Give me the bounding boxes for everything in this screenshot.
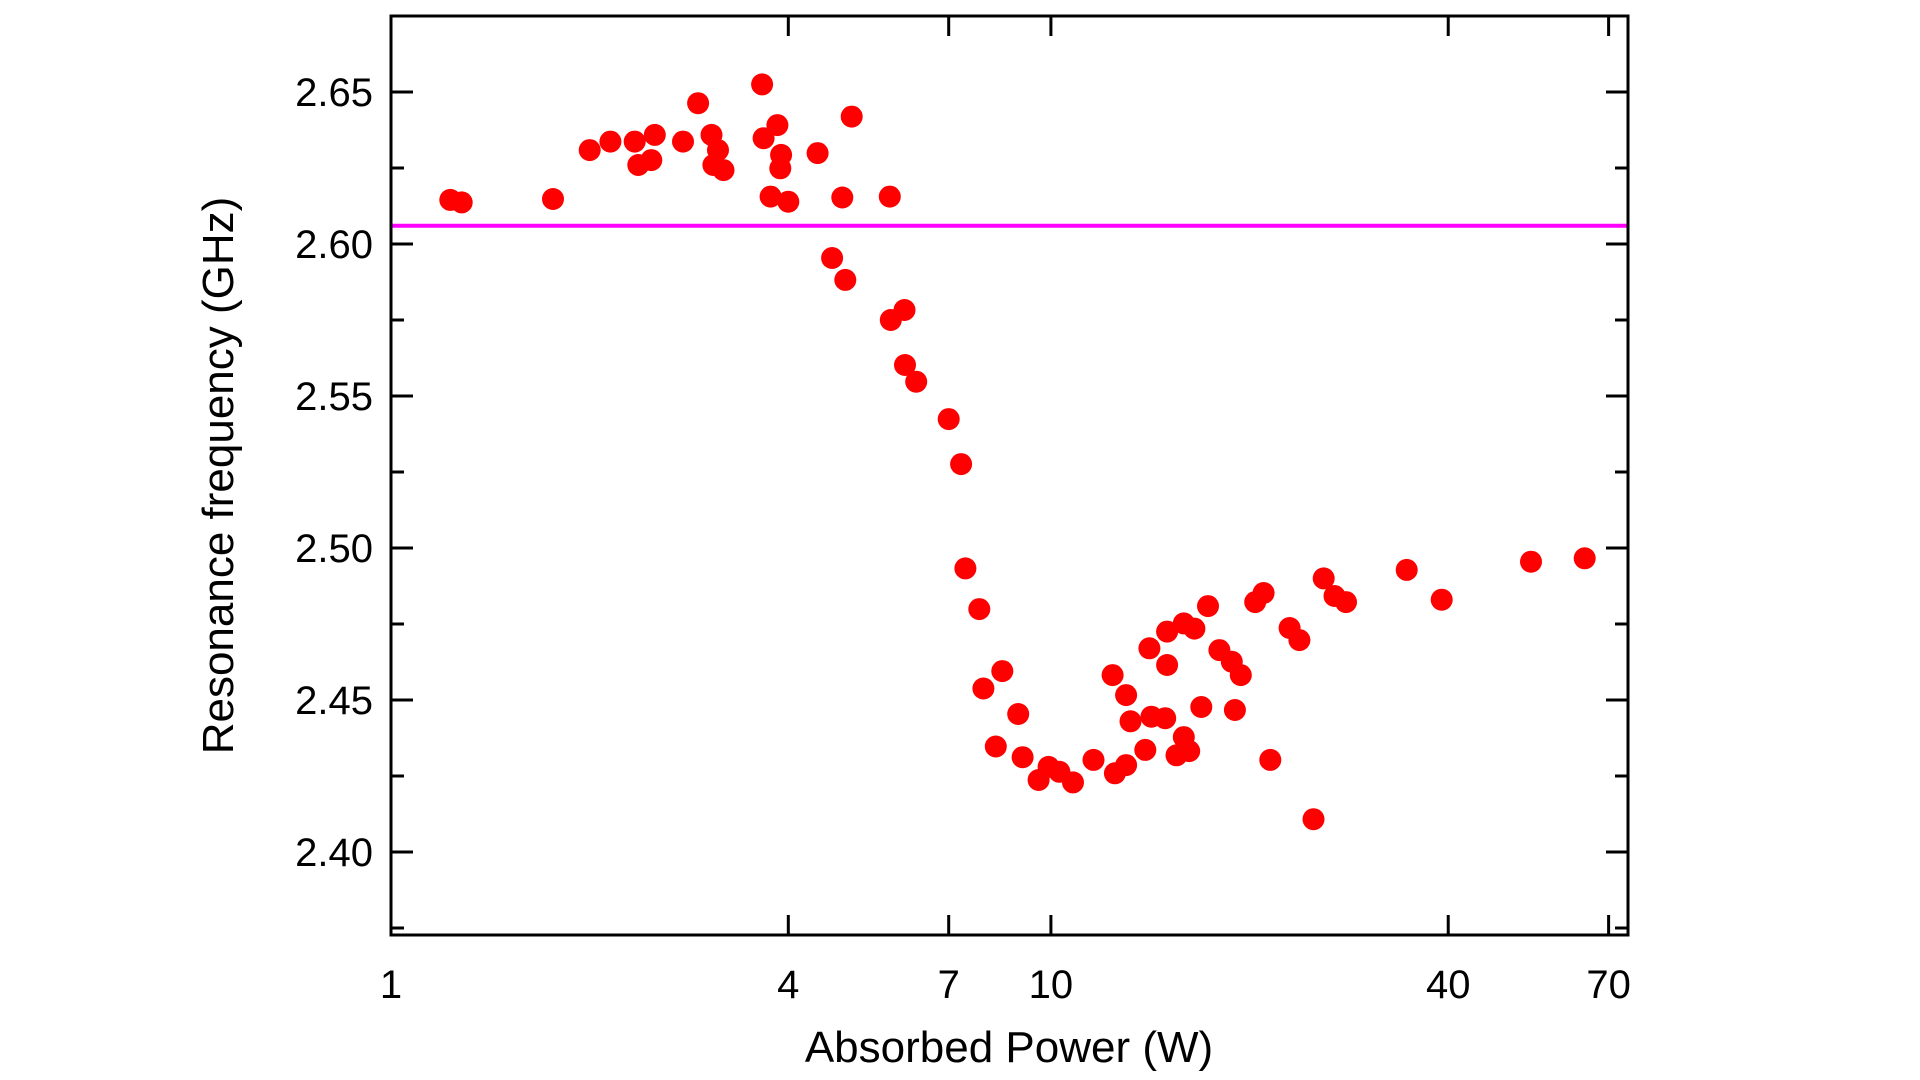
data-point bbox=[1119, 710, 1142, 733]
data-point bbox=[1573, 547, 1596, 570]
data-point bbox=[878, 185, 901, 208]
chart-dynamic-layer: 1 4 7 10 40 70 2.40 2.45 2.50 2.55 2.60 2.65 bbox=[295, 14, 1631, 1007]
data-point bbox=[1115, 754, 1138, 777]
data-point bbox=[712, 159, 735, 182]
data-point bbox=[1190, 696, 1213, 718]
data-point bbox=[1229, 664, 1252, 687]
data-point bbox=[984, 735, 1007, 758]
data-point bbox=[1138, 637, 1161, 660]
x-tick-label: 7 bbox=[938, 963, 960, 1007]
data-point bbox=[937, 408, 960, 431]
y-tick-label: 2.60 bbox=[295, 223, 373, 267]
data-point bbox=[640, 149, 663, 172]
data-point bbox=[766, 114, 789, 137]
data-point bbox=[893, 299, 916, 321]
data-point bbox=[450, 191, 473, 214]
data-point bbox=[1395, 558, 1418, 581]
data-point bbox=[578, 139, 601, 162]
data-point bbox=[777, 190, 800, 213]
x-tick-label: 10 bbox=[1029, 963, 1074, 1007]
data-point bbox=[831, 186, 854, 209]
data-point bbox=[1335, 591, 1357, 614]
data-point bbox=[968, 598, 991, 621]
data-point bbox=[687, 92, 710, 115]
x-tick-label: 4 bbox=[777, 963, 799, 1007]
data-point bbox=[1223, 699, 1246, 721]
data-point bbox=[1007, 703, 1030, 725]
data-point bbox=[623, 130, 646, 153]
data-point bbox=[1101, 664, 1124, 687]
data-point bbox=[1156, 620, 1179, 643]
data-point bbox=[1178, 740, 1201, 763]
data-point bbox=[1288, 629, 1311, 652]
y-tick-label: 2.40 bbox=[295, 831, 373, 875]
x-tick-label: 40 bbox=[1426, 963, 1471, 1007]
x-axis-title: Absorbed Power (W) bbox=[805, 1023, 1213, 1072]
data-point bbox=[1062, 771, 1084, 794]
y-axis-title: Resonance frequency (GHz) bbox=[194, 197, 243, 755]
data-point bbox=[1302, 808, 1325, 831]
data-point bbox=[806, 142, 829, 165]
data-point bbox=[1115, 684, 1138, 707]
data-point bbox=[1183, 617, 1206, 640]
data-point bbox=[972, 677, 995, 700]
data-point bbox=[1154, 707, 1177, 730]
x-tick-label: 70 bbox=[1586, 963, 1631, 1007]
y-tick-label: 2.55 bbox=[295, 375, 373, 419]
data-point bbox=[1430, 588, 1453, 611]
data-point bbox=[905, 370, 928, 393]
data-point bbox=[1011, 746, 1034, 769]
data-point bbox=[840, 105, 863, 128]
data-point bbox=[707, 139, 729, 162]
data-point bbox=[599, 130, 622, 153]
data-point bbox=[834, 268, 857, 291]
data-point bbox=[1259, 748, 1282, 771]
data-point bbox=[672, 130, 694, 153]
x-tick-label: 1 bbox=[380, 963, 402, 1007]
data-point bbox=[1156, 654, 1179, 676]
data-point bbox=[954, 557, 977, 580]
y-tick-label: 2.50 bbox=[295, 527, 373, 571]
data-point bbox=[542, 188, 564, 210]
data-point bbox=[1252, 582, 1275, 604]
data-point bbox=[643, 123, 666, 146]
y-tick-label: 2.45 bbox=[295, 679, 373, 723]
data-point bbox=[1520, 550, 1542, 573]
data-point bbox=[770, 143, 793, 166]
y-tick-label: 2.65 bbox=[295, 71, 373, 115]
data-point bbox=[1082, 748, 1105, 771]
data-point bbox=[950, 453, 973, 476]
data-point bbox=[1312, 567, 1335, 590]
data-point bbox=[894, 354, 916, 376]
data-point bbox=[759, 185, 782, 208]
data-point bbox=[821, 247, 844, 269]
plot-border bbox=[389, 14, 1630, 937]
data-point bbox=[752, 127, 775, 150]
data-point bbox=[751, 73, 774, 96]
data-point bbox=[1197, 595, 1219, 618]
data-point bbox=[991, 660, 1014, 683]
data-point bbox=[1134, 738, 1157, 761]
